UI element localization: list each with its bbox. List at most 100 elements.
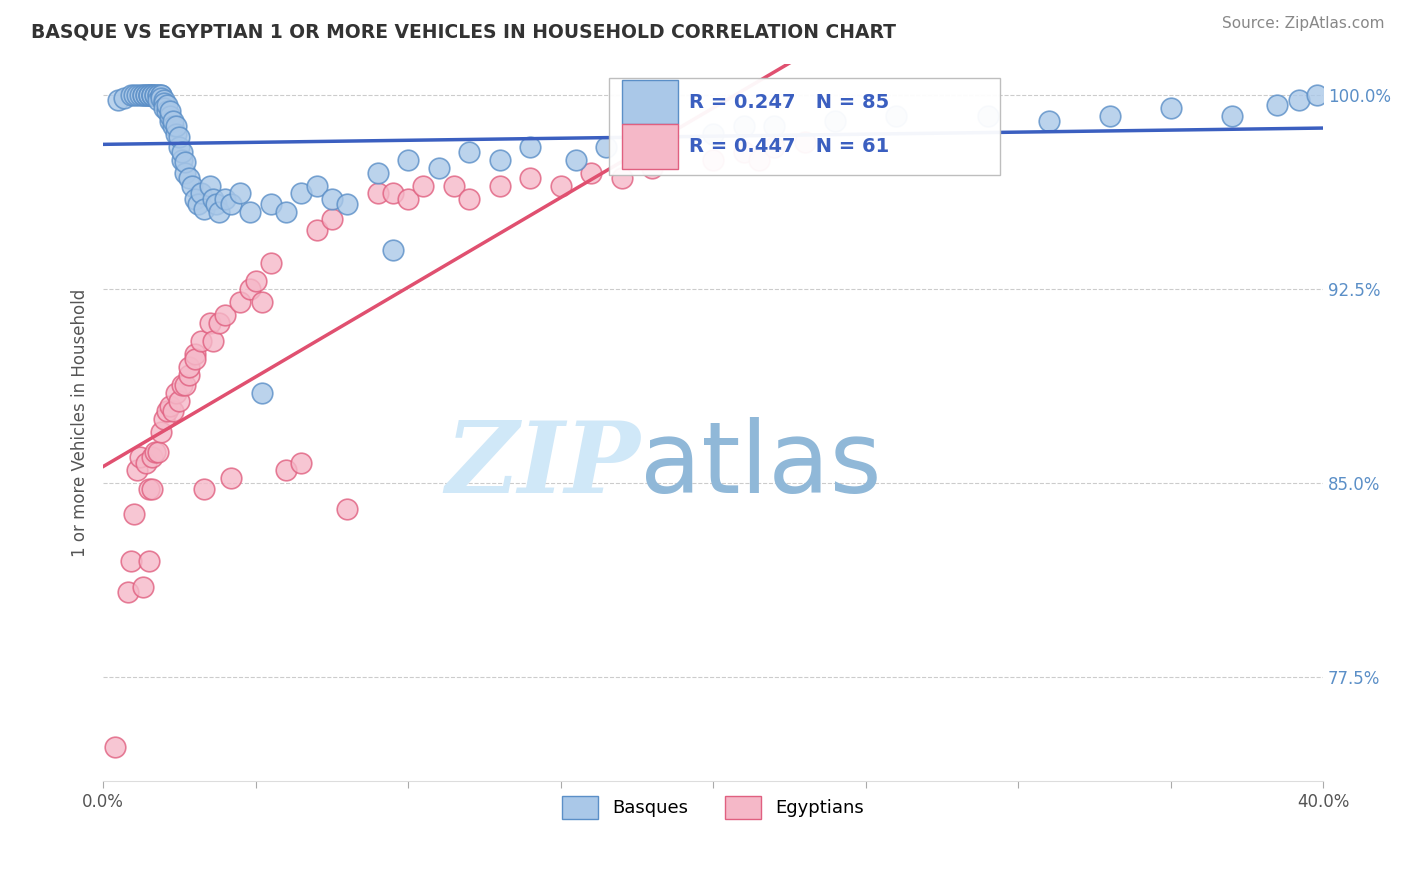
Point xyxy=(125,463,148,477)
Point xyxy=(208,316,231,330)
Point xyxy=(174,378,197,392)
Point xyxy=(519,140,541,154)
Point xyxy=(763,140,786,154)
Point xyxy=(290,186,312,201)
Point xyxy=(201,192,224,206)
Point xyxy=(141,88,163,103)
Point xyxy=(276,463,298,477)
Point xyxy=(193,482,215,496)
Point xyxy=(159,399,181,413)
Point xyxy=(519,170,541,185)
Point xyxy=(150,91,173,105)
FancyBboxPatch shape xyxy=(621,79,678,124)
Point xyxy=(169,129,191,144)
Point xyxy=(125,88,148,103)
Point xyxy=(143,88,166,103)
Point xyxy=(1038,114,1060,128)
Point xyxy=(150,88,173,103)
Point xyxy=(143,445,166,459)
Point xyxy=(169,140,191,154)
Point xyxy=(214,308,236,322)
Point xyxy=(165,385,187,400)
Point xyxy=(488,178,510,193)
Point xyxy=(229,186,252,201)
Point xyxy=(180,178,202,193)
Point xyxy=(153,101,176,115)
Point xyxy=(159,109,181,123)
Point xyxy=(250,385,273,400)
Point xyxy=(132,580,155,594)
Point xyxy=(104,740,127,755)
Point xyxy=(141,482,163,496)
Point xyxy=(150,88,173,103)
Point xyxy=(156,103,179,118)
FancyBboxPatch shape xyxy=(621,124,678,169)
Point xyxy=(128,88,150,103)
Point xyxy=(153,411,176,425)
Point xyxy=(159,103,181,118)
Point xyxy=(183,192,205,206)
Legend: Basques, Egyptians: Basques, Egyptians xyxy=(555,789,872,826)
Point xyxy=(396,153,419,167)
Point xyxy=(458,145,481,159)
Point xyxy=(260,197,283,211)
Point xyxy=(165,119,187,133)
Point xyxy=(1220,109,1243,123)
Point xyxy=(443,178,465,193)
Point xyxy=(159,114,181,128)
Point xyxy=(305,223,328,237)
Text: R = 0.447   N = 61: R = 0.447 N = 61 xyxy=(689,137,889,156)
Point xyxy=(135,88,157,103)
Point xyxy=(172,153,194,167)
Point xyxy=(748,153,770,167)
Point xyxy=(117,585,139,599)
Point xyxy=(169,393,191,408)
Point xyxy=(114,91,136,105)
Point xyxy=(1288,93,1310,107)
Point xyxy=(174,155,197,169)
Point xyxy=(229,295,252,310)
Point xyxy=(165,127,187,141)
Point xyxy=(824,114,846,128)
Point xyxy=(238,282,260,296)
Point xyxy=(260,256,283,270)
Point xyxy=(763,119,786,133)
Point xyxy=(138,482,160,496)
Point xyxy=(976,109,998,123)
Point xyxy=(138,88,160,103)
Point xyxy=(321,192,343,206)
Point xyxy=(146,88,169,103)
Point xyxy=(143,88,166,103)
Point xyxy=(595,140,617,154)
Point xyxy=(156,404,179,418)
Point xyxy=(733,145,755,159)
Point xyxy=(183,352,205,367)
Point xyxy=(138,88,160,103)
Point xyxy=(381,244,404,258)
Point xyxy=(793,135,815,149)
Point xyxy=(120,554,142,568)
Point xyxy=(177,170,200,185)
Point xyxy=(702,127,724,141)
Point xyxy=(250,295,273,310)
Point xyxy=(219,197,242,211)
Text: Source: ZipAtlas.com: Source: ZipAtlas.com xyxy=(1222,16,1385,31)
Point xyxy=(733,119,755,133)
Point xyxy=(208,204,231,219)
Point xyxy=(135,88,157,103)
Point xyxy=(146,445,169,459)
Point xyxy=(367,166,389,180)
Point xyxy=(153,93,176,107)
Point xyxy=(141,88,163,103)
Point xyxy=(412,178,434,193)
Point xyxy=(122,88,145,103)
Point xyxy=(214,192,236,206)
Point xyxy=(141,88,163,103)
Point xyxy=(156,98,179,112)
Point xyxy=(172,378,194,392)
Point xyxy=(138,88,160,103)
Point xyxy=(162,404,184,418)
Point xyxy=(177,368,200,382)
Point xyxy=(187,197,209,211)
Point xyxy=(1267,98,1289,112)
